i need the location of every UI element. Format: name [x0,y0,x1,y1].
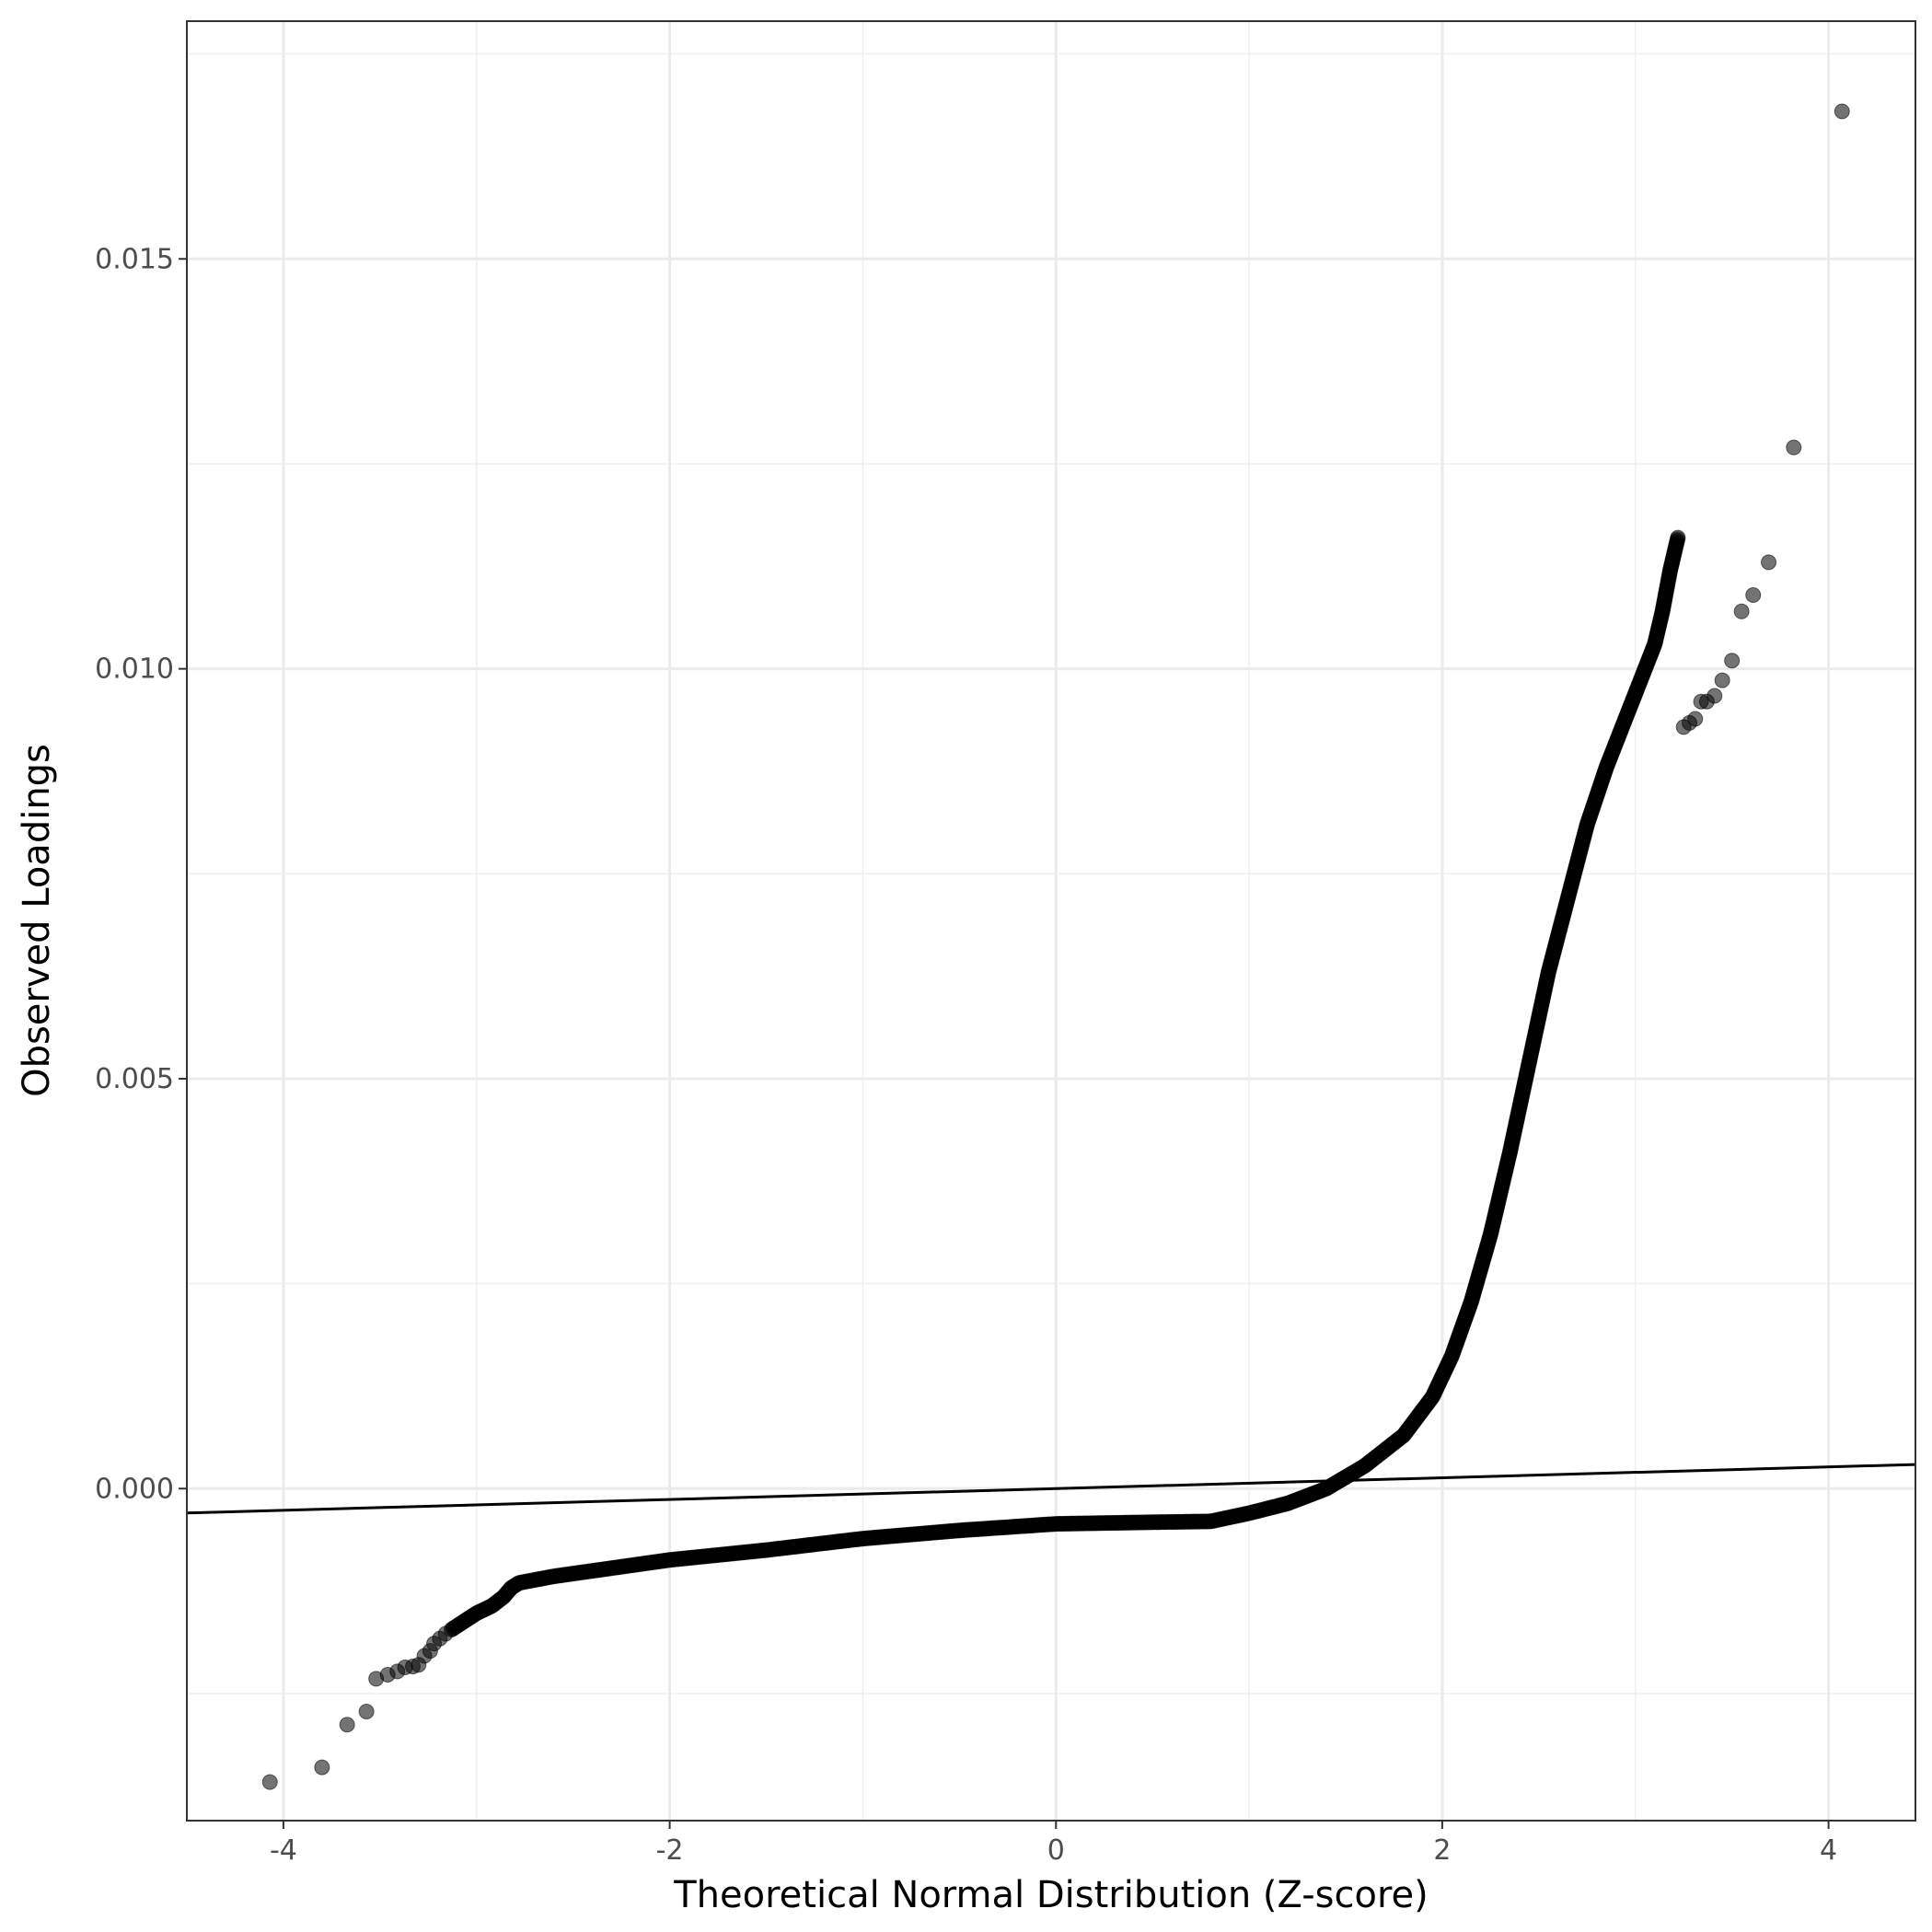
data-point [261,1774,278,1790]
x-tick-label: -2 [656,1834,684,1867]
data-point [339,1717,355,1733]
data-point [1733,603,1750,619]
data-point [1834,103,1850,120]
data-point [1670,529,1686,546]
data-point [1714,672,1730,688]
reference-line [186,1463,1916,1515]
y-tick-label: 0.005 [95,1063,174,1095]
panel-background [187,21,1915,1821]
data-point [1786,439,1802,456]
panel-border [186,20,1916,1822]
data-point [1761,554,1777,571]
data-point [1706,688,1723,704]
data-point [437,1625,454,1642]
x-axis: -4 -2 0 2 4 [270,1821,1837,1867]
data-point [1687,711,1704,727]
y-axis-title: Observed Loadings [16,744,58,1097]
grid-major [187,21,1915,1821]
y-tick-label: 0.010 [95,654,174,686]
grid-minor [187,21,1915,1821]
data-point [314,1759,330,1776]
x-tick-label: 0 [1047,1834,1065,1867]
points-layer [261,103,1850,1790]
x-tick-label: 4 [1820,1834,1837,1867]
data-point [1745,586,1762,603]
y-axis: 0.000 0.005 0.010 0.015 [95,243,187,1505]
data-point [1724,653,1741,669]
x-tick-label: -4 [270,1834,297,1867]
data-point [358,1704,375,1720]
reference-line-layer [186,1463,1916,1515]
x-axis-title: Theoretical Normal Distribution (Z-score… [673,1874,1429,1916]
x-tick-label: 2 [1433,1834,1451,1867]
y-tick-label: 0.000 [95,1473,174,1505]
y-tick-label: 0.015 [95,243,174,275]
